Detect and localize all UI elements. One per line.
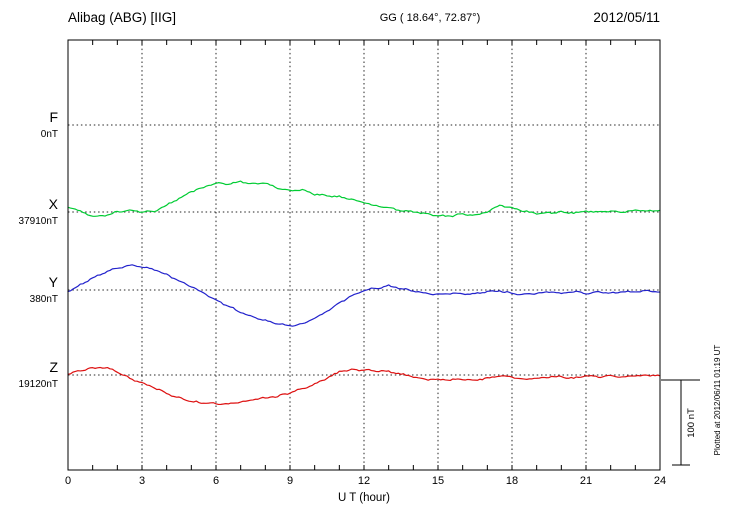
component-letter-F: F bbox=[49, 109, 58, 125]
x-tick-label-6: 6 bbox=[213, 475, 219, 487]
x-tick-label-9: 9 bbox=[287, 475, 293, 487]
axis-ticks bbox=[92, 40, 636, 470]
x-tick-label-12: 12 bbox=[358, 475, 370, 487]
component-labels: F 0nT X 37910nT Y 380nT Z 19120nT bbox=[19, 109, 59, 390]
station-title: Alibag (ABG) [IIG] bbox=[68, 10, 176, 25]
component-letter-Y: Y bbox=[49, 274, 59, 290]
component-baseline-value-Y: 380nT bbox=[30, 294, 58, 305]
plot-border bbox=[67, 39, 661, 471]
scale-bar-label: 100 nT bbox=[686, 408, 697, 438]
trace-Y bbox=[67, 264, 661, 327]
x-tick-label-15: 15 bbox=[432, 475, 444, 487]
component-letter-Z: Z bbox=[49, 359, 58, 375]
component-baseline-value-Z: 19120nT bbox=[19, 379, 58, 390]
x-tick-label-3: 3 bbox=[139, 475, 145, 487]
plot-date: 2012/05/11 bbox=[593, 10, 660, 25]
component-baseline-value-F: 0nT bbox=[41, 129, 58, 140]
x-tick-labels: 0 3 6 9 12 15 18 21 24 bbox=[65, 475, 666, 487]
plotted-at-note: Plotted at 2012/06/11 01:19 UT bbox=[713, 345, 722, 456]
x-tick-label-24: 24 bbox=[654, 475, 666, 487]
trace-Z bbox=[67, 366, 661, 406]
grid-lines bbox=[68, 40, 660, 470]
data-traces bbox=[67, 180, 661, 406]
station-coordinates: GG ( 18.64°, 72.87°) bbox=[380, 12, 481, 24]
component-baseline-value-X: 37910nT bbox=[19, 216, 58, 227]
trace-X bbox=[67, 180, 661, 218]
x-tick-label-18: 18 bbox=[506, 475, 518, 487]
scale-bar bbox=[661, 379, 700, 466]
x-axis-label: U T (hour) bbox=[338, 492, 390, 504]
x-tick-label-21: 21 bbox=[580, 475, 592, 487]
component-letter-X: X bbox=[49, 196, 59, 212]
x-tick-label-0: 0 bbox=[65, 475, 71, 487]
